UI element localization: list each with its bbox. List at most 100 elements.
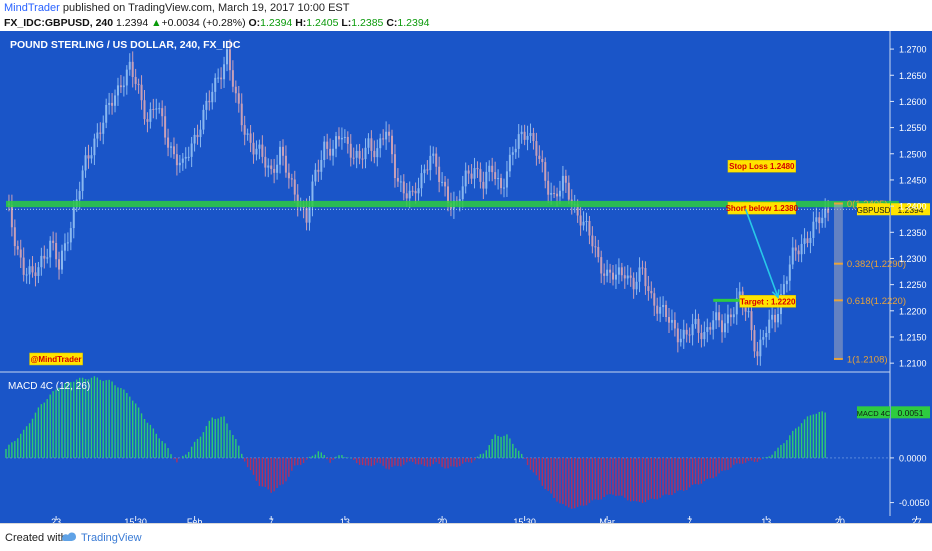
candle-body: [249, 133, 252, 143]
candle-body: [311, 181, 314, 207]
candle-body: [641, 267, 644, 269]
resistance-zone: [6, 200, 899, 208]
macd-bar: [627, 457, 629, 501]
macd-bar: [647, 457, 650, 500]
candle-body: [255, 148, 258, 155]
y-tick-label: 1.2100: [899, 359, 927, 369]
macd-bar: [629, 457, 632, 502]
candle-body: [149, 109, 152, 122]
open-label: O:: [248, 17, 261, 29]
candle-body: [547, 180, 550, 195]
x-tick-label: Feb: [187, 517, 203, 523]
candle-body: [279, 146, 282, 165]
candle-body: [46, 257, 49, 259]
candle-body: [190, 143, 193, 157]
candle-body: [231, 70, 234, 87]
candle-body: [653, 293, 656, 306]
macd-bar: [724, 457, 726, 471]
candle-body: [582, 221, 585, 226]
candle-body: [55, 242, 58, 260]
fib-level-label: 0.382(1.2290): [847, 259, 906, 270]
macd-bar: [464, 457, 467, 462]
macd-bar: [87, 379, 90, 458]
macd-bar: [550, 457, 552, 494]
candle-body: [718, 312, 721, 321]
macd-bar: [84, 379, 87, 458]
low-label: L:: [341, 17, 352, 29]
chart-area[interactable]: 0(1.2405)0.382(1.2290)0.618(1.2220)1(1.2…: [0, 31, 932, 527]
macd-bar: [553, 457, 555, 498]
macd-bar: [562, 457, 564, 505]
macd-bar: [344, 457, 346, 458]
macd-bar: [736, 457, 738, 464]
y-tick-label: 1.2200: [899, 306, 927, 316]
candle-body: [438, 166, 441, 183]
macd-bar: [780, 444, 782, 458]
macd-bar: [294, 457, 296, 466]
candle-body: [505, 171, 508, 188]
macd-bar: [376, 457, 378, 463]
candle-body: [326, 141, 329, 149]
macd-bar: [232, 435, 234, 458]
candle-body: [158, 108, 161, 110]
macd-bar: [482, 453, 485, 458]
chart-svg[interactable]: 0(1.2405)0.382(1.2290)0.618(1.2220)1(1.2…: [0, 31, 932, 527]
candle-body: [594, 246, 597, 248]
candle-body: [721, 320, 724, 333]
candle-body: [744, 305, 747, 312]
candle-body: [429, 155, 432, 171]
macd-bar: [727, 457, 729, 470]
macd-bar: [208, 420, 211, 458]
macd-bar: [76, 379, 78, 458]
macd-bar: [797, 426, 800, 458]
macd-bar: [17, 438, 19, 458]
candle-body: [19, 249, 22, 258]
candle-body: [152, 109, 155, 111]
candle-body: [812, 221, 815, 238]
macd-bar: [709, 457, 711, 479]
candle-body: [827, 208, 830, 213]
macd-bar: [406, 457, 408, 463]
macd-bar: [170, 454, 172, 458]
author-link[interactable]: MindTrader: [4, 2, 60, 14]
x-tick-label: 20: [835, 517, 845, 523]
candle-body: [22, 257, 25, 275]
macd-bar: [335, 456, 337, 458]
candle-body: [10, 205, 13, 228]
candle-body: [243, 125, 246, 135]
candle-body: [514, 148, 517, 153]
macd-bar: [155, 433, 157, 458]
macd-bar: [302, 457, 305, 463]
candle-body: [785, 280, 788, 285]
candle-body: [647, 286, 650, 292]
macd-bar: [291, 457, 293, 471]
macd-bar: [470, 457, 473, 463]
macd-bar: [747, 457, 750, 461]
candle-body: [556, 193, 559, 197]
macd-bar: [214, 418, 216, 458]
candle-body: [181, 158, 184, 163]
macd-bar: [400, 457, 402, 467]
macd-bar: [267, 457, 269, 490]
candle-body: [273, 168, 276, 173]
candle-body: [470, 173, 473, 179]
macd-bar: [238, 445, 240, 458]
macd-tag-value: 0.0051: [898, 408, 924, 418]
macd-bar: [385, 457, 387, 469]
tradingview-brand[interactable]: TradingView: [81, 532, 142, 544]
candle-body: [729, 314, 732, 318]
candle-body: [662, 304, 665, 308]
x-tick-label: 7: [269, 517, 274, 523]
candle-body: [184, 156, 187, 159]
macd-bar: [332, 457, 334, 460]
overlay-drawings[interactable]: 0(1.2405)0.382(1.2290)0.618(1.2220)1(1.2…: [6, 159, 930, 365]
candle-body: [405, 193, 408, 199]
price-tag-symbol: GBPUSD: [857, 206, 891, 215]
macd-bar: [258, 457, 261, 487]
macd-bar: [114, 385, 116, 458]
candle-body: [685, 329, 688, 335]
candle-body: [143, 100, 146, 120]
candle-body: [276, 164, 279, 173]
candle-body: [447, 186, 449, 204]
candle-body: [228, 49, 231, 71]
